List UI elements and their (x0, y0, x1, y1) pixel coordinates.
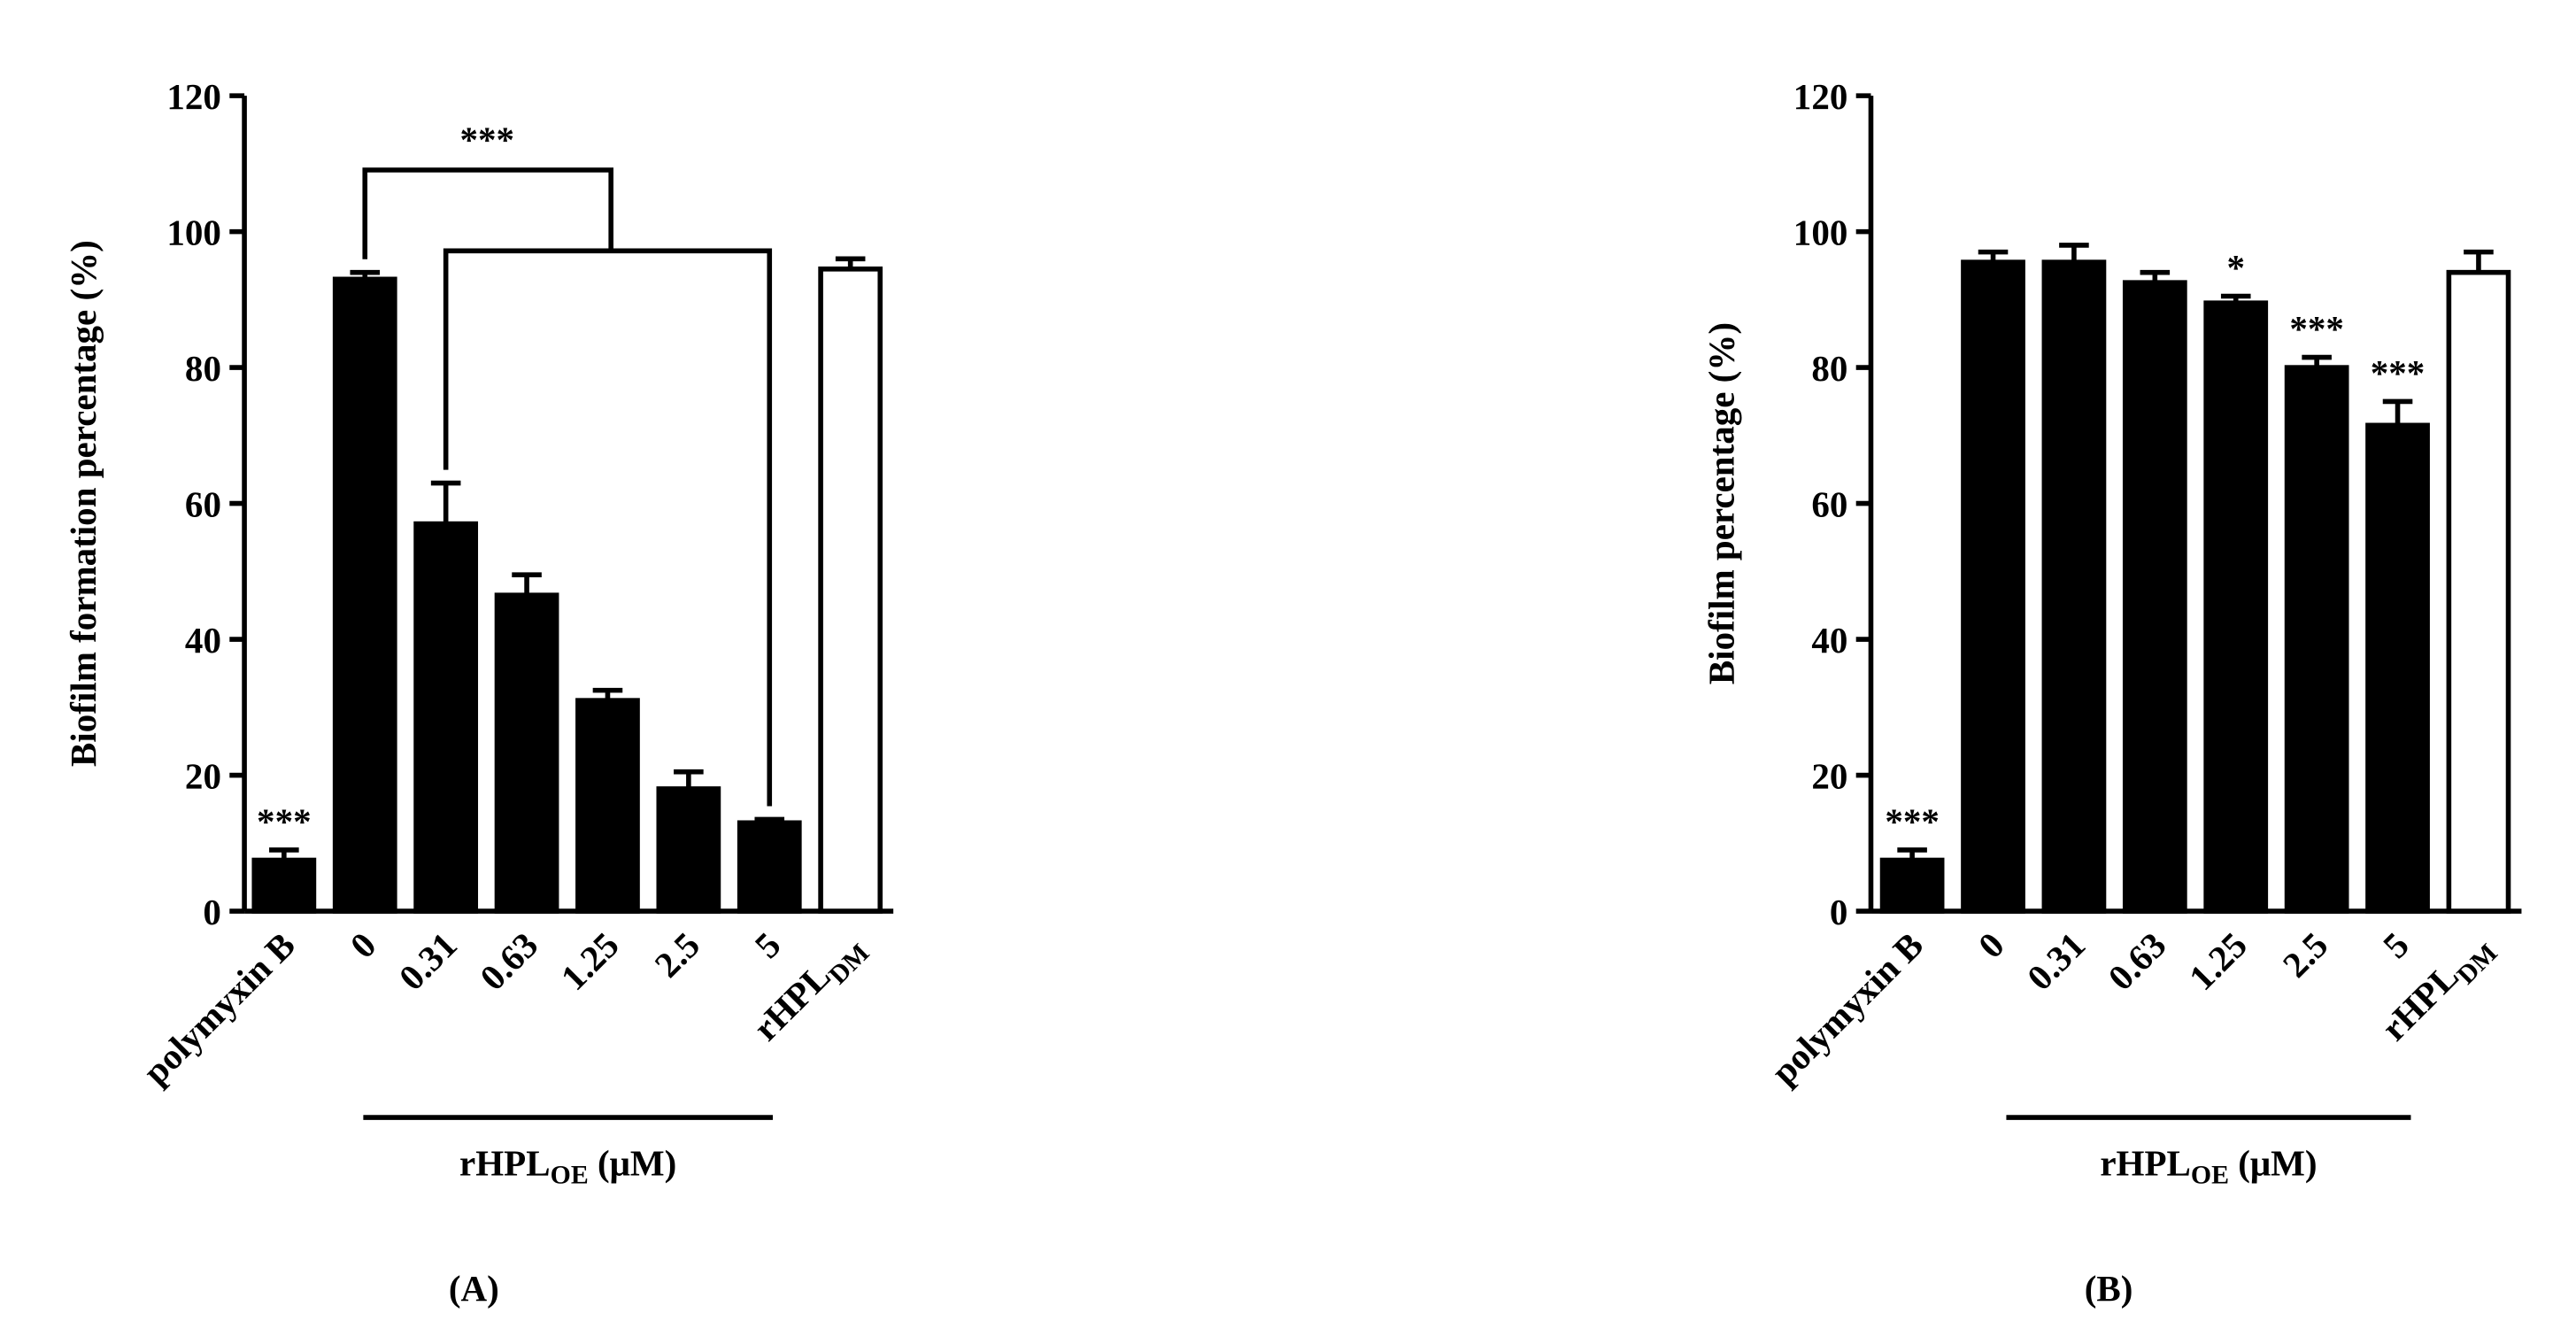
y-axis-title: Biofilm formation percentage (%) (63, 240, 104, 767)
x-tick-label-text: 0.63 (2100, 924, 2173, 998)
y-tick-label: 60 (1811, 484, 1847, 525)
x-tick-label-text: 2.5 (646, 924, 707, 985)
bar (2446, 269, 2511, 914)
group-label-unit: (μM) (589, 1142, 677, 1183)
y-tick-label: 120 (166, 76, 221, 117)
bar (413, 521, 479, 914)
x-tick-label-text: 5 (2375, 924, 2417, 966)
y-axis-title: Biofilm percentage (%) (1701, 322, 1742, 684)
bar (2284, 365, 2349, 914)
bar (737, 820, 802, 914)
group-label: rHPLOE (μM) (459, 1142, 676, 1189)
x-tick-label: 5 (747, 924, 789, 966)
x-tick-label: 1.25 (552, 924, 626, 998)
x-tick-label: 0.31 (391, 924, 465, 998)
group-label-sub: OE (551, 1161, 589, 1190)
bracket (443, 248, 773, 807)
x-tick-label: 0 (342, 924, 383, 966)
y-tick-label: 100 (1793, 213, 1848, 253)
panel-label: (B) (2085, 1268, 2133, 1309)
bracket (362, 167, 613, 259)
significance: *** (1885, 800, 1940, 841)
y-tick-label: 100 (166, 213, 221, 253)
bar (2365, 422, 2430, 914)
x-tick-label-text: polymyxin B (135, 924, 303, 1093)
x-tick-label-text: 1.25 (552, 924, 626, 998)
bar (494, 592, 559, 914)
group-label-unit: (μM) (2229, 1142, 2318, 1183)
y-tick-label: 20 (185, 755, 221, 796)
bar (251, 857, 317, 914)
bar (2203, 300, 2269, 914)
x-tick-label-text: 0 (1971, 924, 2012, 966)
significance: *** (257, 800, 312, 841)
x-tick-label: polymyxin B (1763, 924, 1932, 1093)
x-tick-label: 2.5 (2275, 924, 2336, 985)
x-tick-label: 0.31 (2019, 924, 2093, 998)
significance: *** (2289, 308, 2344, 349)
x-tick-label-text: 1.25 (2181, 924, 2255, 998)
group-label: rHPLOE (μM) (2100, 1142, 2317, 1189)
y-tick-label: 60 (185, 484, 221, 525)
bar (656, 786, 721, 914)
bar (2122, 280, 2187, 914)
y-tick-label: 80 (185, 348, 221, 389)
x-tick-label: 0 (1971, 924, 2012, 966)
y-tick-label: 120 (1793, 76, 1848, 117)
x-tick-label: polymyxin B (135, 924, 303, 1093)
bracket-label: *** (460, 120, 515, 160)
y-tick-label: 0 (203, 892, 221, 932)
bar (575, 698, 640, 914)
x-tick-label-text: 0.63 (472, 924, 545, 998)
y-tick-label: 40 (1811, 620, 1847, 661)
x-tick-label: 0.63 (2100, 924, 2173, 998)
significance: * (2226, 247, 2245, 288)
x-tick-label-text: polymyxin B (1763, 924, 1932, 1093)
y-tick-label: 40 (185, 620, 221, 661)
bar (1879, 857, 1945, 914)
x-tick-label-text: 0.31 (2019, 924, 2093, 998)
group-label-main: rHPL (2100, 1142, 2191, 1183)
group-label-sub: OE (2191, 1161, 2229, 1190)
bar (2041, 259, 2107, 914)
panel-label: (A) (449, 1268, 499, 1309)
group-label-main: rHPL (459, 1142, 551, 1183)
x-tick-label-text: 5 (747, 924, 789, 966)
x-tick-label: 2.5 (646, 924, 707, 985)
x-tick-label-text: 2.5 (2275, 924, 2336, 985)
x-tick-label-text: 0.31 (391, 924, 465, 998)
bar (818, 267, 883, 914)
x-tick-label-text: 0 (342, 924, 383, 966)
y-tick-label: 0 (1830, 892, 1848, 932)
bar (1961, 259, 2025, 914)
bar (332, 276, 397, 914)
y-tick-label: 20 (1811, 755, 1847, 796)
x-tick-label: 0.63 (472, 924, 545, 998)
x-tick-label: 1.25 (2181, 924, 2255, 998)
significance: *** (2371, 352, 2426, 393)
y-tick-label: 80 (1811, 348, 1847, 389)
x-tick-label: 5 (2375, 924, 2417, 966)
